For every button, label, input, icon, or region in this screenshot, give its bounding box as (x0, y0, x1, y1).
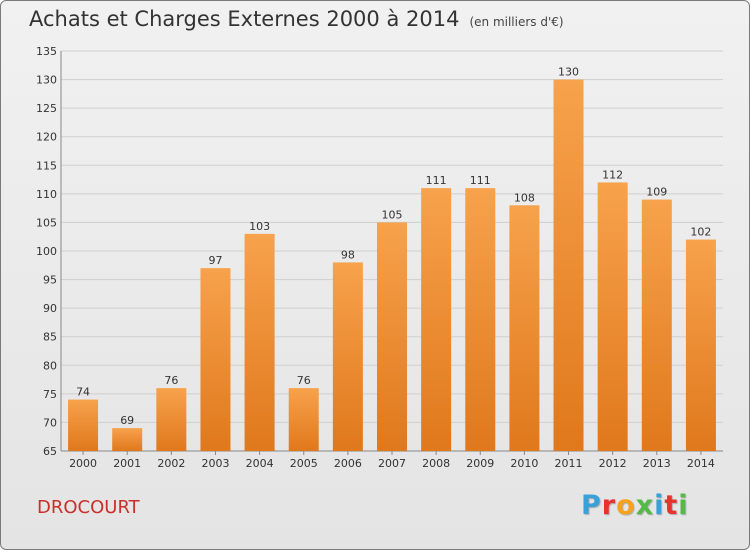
bar-2006 (332, 262, 363, 451)
x-tick-label: 2005 (290, 457, 318, 470)
value-label-2006: 98 (341, 248, 355, 261)
y-tick-label: 115 (36, 159, 57, 172)
value-label-2009: 111 (470, 174, 491, 187)
y-tick-label: 110 (36, 188, 57, 201)
proxiti-logo: Proxiti (581, 490, 689, 521)
value-label-2014: 102 (690, 226, 711, 239)
chart-title: Achats et Charges Externes 2000 à 2014 (e… (29, 7, 564, 31)
y-tick-label: 70 (43, 416, 57, 429)
value-label-2013: 109 (646, 186, 667, 199)
x-tick-label: 2003 (201, 457, 229, 470)
value-label-2002: 76 (164, 374, 178, 387)
bar-2004 (244, 233, 275, 451)
value-label-2012: 112 (602, 168, 623, 181)
logo-letter: o (616, 490, 636, 521)
y-tick-label: 100 (36, 245, 57, 258)
x-tick-label: 2009 (466, 457, 494, 470)
value-label-2010: 108 (514, 191, 535, 204)
logo-letter: i (654, 490, 665, 521)
y-tick-label: 65 (43, 445, 57, 458)
y-tick-label: 95 (43, 274, 57, 287)
logo-letter: i (678, 490, 689, 521)
y-tick-label: 105 (36, 216, 57, 229)
bar-2000 (68, 399, 99, 451)
logo-letter: x (635, 490, 655, 521)
bar-2011 (553, 79, 584, 452)
logo-letter: r (601, 490, 617, 521)
y-tick-label: 135 (36, 45, 57, 58)
x-tick-label: 2004 (246, 457, 274, 470)
y-tick-label: 85 (43, 331, 57, 344)
x-tick-label: 2014 (687, 457, 715, 470)
value-label-2007: 105 (382, 208, 403, 221)
value-label-2004: 103 (249, 220, 270, 233)
logo-letter: t (664, 490, 679, 521)
value-label-2000: 74 (76, 386, 90, 399)
value-label-2003: 97 (208, 254, 222, 267)
bar-2012 (597, 182, 628, 451)
y-tick-label: 80 (43, 359, 57, 372)
bar-2010 (509, 205, 540, 451)
bar-2008 (421, 188, 452, 451)
bar-2014 (685, 239, 716, 451)
x-tick-label: 2011 (555, 457, 583, 470)
x-tick-label: 2000 (69, 457, 97, 470)
x-tick-label: 2001 (113, 457, 141, 470)
bar-2007 (377, 222, 407, 451)
title-text: Achats et Charges Externes 2000 à 2014 (29, 7, 460, 31)
chart-subtitle: (en milliers d'€) (469, 15, 564, 29)
y-tick-label: 75 (43, 388, 57, 401)
y-tick-label: 125 (36, 102, 57, 115)
bar-2013 (641, 199, 672, 451)
logo-letter: P (581, 490, 602, 521)
x-tick-label: 2013 (643, 457, 671, 470)
data-labels: 74 69 76 97 103 76 98 105 111 111 108 130 112 109 102 (76, 66, 711, 428)
bars (68, 79, 716, 452)
bar-2003 (200, 268, 231, 451)
x-tick-label: 2002 (157, 457, 185, 470)
x-tick-label: 2008 (422, 457, 450, 470)
value-label-2001: 69 (120, 414, 134, 427)
commune-name: DROCOURT (37, 497, 140, 518)
value-label-2011: 130 (558, 66, 579, 79)
bar-2005 (288, 388, 319, 451)
bar-2009 (465, 188, 496, 451)
y-tick-label: 120 (36, 131, 57, 144)
x-tick-label: 2012 (599, 457, 627, 470)
value-label-2005: 76 (297, 374, 311, 387)
x-tick-label: 2010 (510, 457, 538, 470)
y-tick-label: 130 (36, 74, 57, 87)
x-tick-label: 2007 (378, 457, 406, 470)
bar-2002 (156, 388, 187, 451)
value-label-2008: 111 (426, 174, 447, 187)
x-tick-label: 2006 (334, 457, 362, 470)
y-tick-label: 90 (43, 302, 57, 315)
bar-2001 (112, 428, 143, 451)
